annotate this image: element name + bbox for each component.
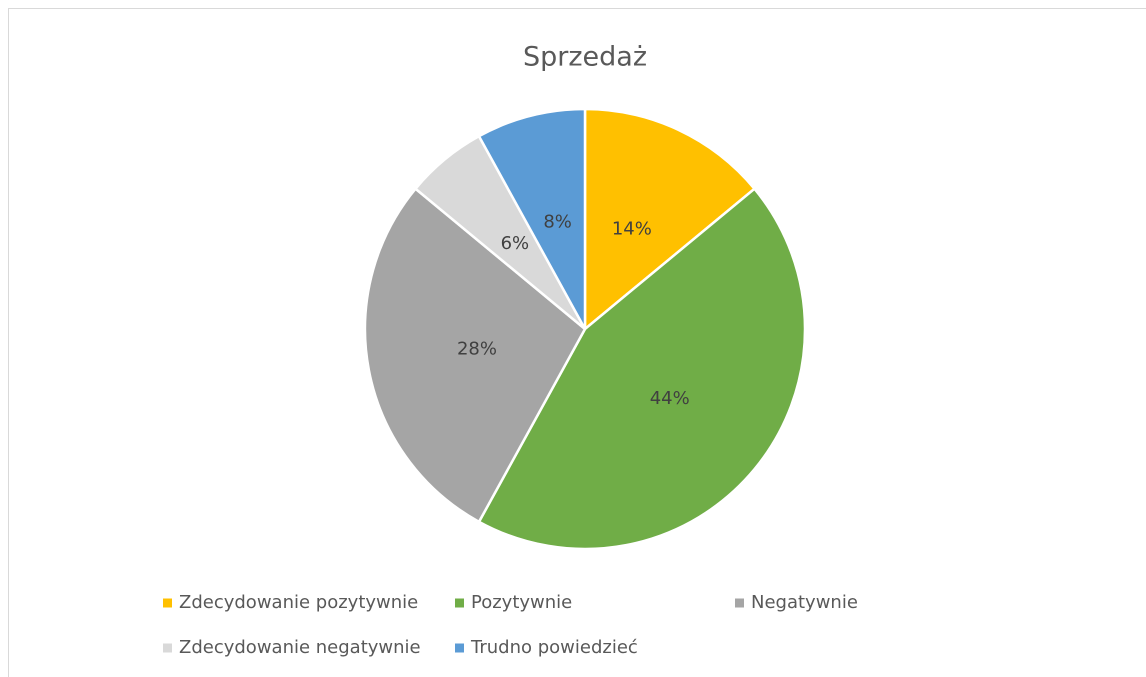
chart-title: Sprzedaż <box>523 42 647 73</box>
legend-label: Zdecydowanie negatywnie <box>179 637 421 658</box>
legend-swatch <box>455 598 464 608</box>
legend-swatch <box>455 643 464 653</box>
data-label: 14% <box>612 218 652 239</box>
data-label: 28% <box>457 339 497 360</box>
data-label: 8% <box>543 211 572 232</box>
legend-label: Negatywnie <box>751 592 858 613</box>
pie-slice <box>583 107 757 332</box>
pie-slice <box>363 187 587 524</box>
pie-slice <box>477 187 807 551</box>
data-label: 6% <box>501 233 530 254</box>
legend-swatch <box>163 598 172 608</box>
legend-label: Zdecydowanie pozytywnie <box>179 592 418 613</box>
legend-swatch <box>163 643 172 653</box>
pie-slice <box>477 107 587 330</box>
legend-swatch <box>735 598 744 608</box>
legend-label: Pozytywnie <box>471 592 572 613</box>
legend-label: Trudno powiedzieć <box>470 637 638 658</box>
data-label: 44% <box>650 388 690 409</box>
